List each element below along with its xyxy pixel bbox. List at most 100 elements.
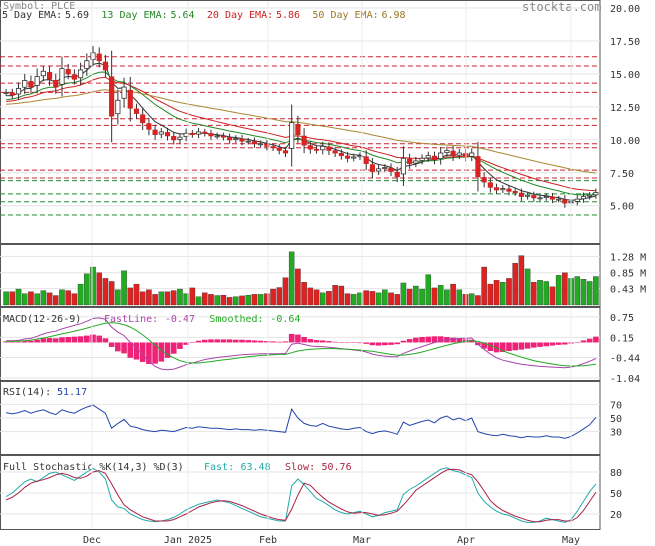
macd-histogram-bar xyxy=(270,341,276,343)
candle-body xyxy=(363,156,369,164)
watermark: stockta.com xyxy=(522,0,601,14)
candle-body xyxy=(78,69,84,79)
macd-histogram-bar xyxy=(84,335,90,343)
candle-body xyxy=(15,88,22,95)
volume-bar xyxy=(226,297,233,306)
candle-body xyxy=(475,156,481,178)
volume-bar xyxy=(500,282,506,306)
date-x-axis: Dec Jan 2025 Feb Mar Apr May xyxy=(83,1,580,546)
macd-legend-label: Smoothed: xyxy=(209,314,263,325)
rsi-panel: 70 50 30 RSI(14): 51.17 xyxy=(0,387,622,439)
volume-bar xyxy=(189,287,196,306)
ema-legend: 5 Day EMA: 5.69 13 Day EMA: 5.64 20 Day EMA:… xyxy=(2,10,406,21)
volume-bar xyxy=(220,294,227,306)
candle-body xyxy=(164,132,171,137)
candle-body xyxy=(28,81,34,88)
stochastic-legend-value: 63.48 xyxy=(241,462,271,473)
price-tick-label: 7.50 xyxy=(610,169,634,180)
date-tick-label: Apr xyxy=(457,535,475,546)
candle-body xyxy=(34,76,40,86)
candle-body xyxy=(214,135,220,138)
macd-histogram-bar xyxy=(313,340,320,343)
candle-body xyxy=(115,99,121,115)
volume-bar xyxy=(531,282,537,306)
candle-body xyxy=(338,152,344,157)
macd-histogram-bar xyxy=(276,341,283,343)
macd-histogram-bar xyxy=(456,338,463,343)
macd-histogram-bar xyxy=(499,342,506,353)
volume-bar xyxy=(15,288,22,306)
volume-bar xyxy=(139,291,146,306)
stochastic-fast-line xyxy=(5,467,597,523)
volume-bar xyxy=(450,283,456,306)
candle-body xyxy=(549,196,556,200)
macd-histogram-bar xyxy=(382,342,388,346)
macd-histogram-bar xyxy=(586,338,593,343)
volume-bar xyxy=(251,294,258,306)
volume-bar xyxy=(84,273,90,306)
macd-histogram-bar xyxy=(108,342,115,347)
candle-body xyxy=(65,69,71,75)
frame-price xyxy=(0,0,601,244)
candle-body xyxy=(493,187,500,191)
ema-20-line xyxy=(6,76,596,192)
volume-bar xyxy=(34,293,40,306)
volume-bar xyxy=(580,279,587,306)
macd-histogram-bar xyxy=(52,338,59,343)
volume-bar xyxy=(288,251,295,306)
candle-body xyxy=(258,143,264,146)
macd-histogram-bar xyxy=(487,342,494,352)
macd-histogram-bar xyxy=(77,336,84,343)
macd-histogram-bar xyxy=(257,340,264,343)
price-tick-label: 15.00 xyxy=(610,70,640,81)
volume-bar xyxy=(468,293,475,306)
price-tick-label: 5.00 xyxy=(610,202,634,213)
stochastic-lines xyxy=(5,467,597,523)
candle-body xyxy=(40,70,46,77)
candle-body xyxy=(419,157,425,161)
volume-y-axis: 1.28 M 0.85 M 0.43 M xyxy=(610,252,646,295)
volume-bar xyxy=(202,292,208,306)
candle-body xyxy=(109,76,115,117)
macd-histogram-bar xyxy=(183,342,189,345)
candle-body xyxy=(102,61,109,71)
volume-bar xyxy=(425,274,432,306)
macd-histogram-bar xyxy=(549,342,556,346)
macd-histogram-bar xyxy=(233,339,239,343)
macd-smoothed-line xyxy=(6,322,596,367)
volume-bar xyxy=(257,294,264,306)
macd-histogram-bar xyxy=(21,340,28,343)
macd-histogram-bar xyxy=(419,336,425,343)
macd-histogram-bar xyxy=(531,342,537,348)
macd-histogram-bar xyxy=(512,342,518,351)
candle-body xyxy=(282,150,289,154)
volume-bar xyxy=(400,282,407,306)
candle-body xyxy=(320,146,326,151)
macd-panel: 0.75 0.15 -0.44 -1.04 MACD(12-26-9) FastLin… xyxy=(0,313,640,385)
volume-bar xyxy=(444,289,450,306)
macd-histogram-bar xyxy=(146,342,152,364)
volume-bar xyxy=(506,278,512,306)
volume-bar xyxy=(394,294,400,306)
price-tick-label: 17.50 xyxy=(610,37,640,48)
price-gridlines xyxy=(0,7,600,207)
macd-histogram-bar xyxy=(524,342,531,349)
price-panel: 20.00 17.50 15.00 12.50 10.00 7.50 5.00 Symbol… xyxy=(0,0,640,216)
macd-histogram-bar xyxy=(437,336,444,343)
candle-body xyxy=(525,194,531,197)
candle-body xyxy=(344,155,351,159)
volume-bar xyxy=(301,282,307,306)
ema-13-line xyxy=(6,71,596,196)
candle-body xyxy=(208,133,214,137)
rsi-tick-label: 70 xyxy=(610,400,622,411)
candle-body xyxy=(264,143,270,147)
macd-legend-value: -0.47 xyxy=(165,314,195,325)
candle-body xyxy=(425,155,431,159)
candle-body xyxy=(133,108,140,114)
macd-histogram-bar xyxy=(34,339,40,343)
macd-histogram-bar xyxy=(251,340,258,343)
candle-body xyxy=(593,192,599,196)
candle-body xyxy=(189,133,195,135)
macd-histogram-bar xyxy=(65,336,71,343)
